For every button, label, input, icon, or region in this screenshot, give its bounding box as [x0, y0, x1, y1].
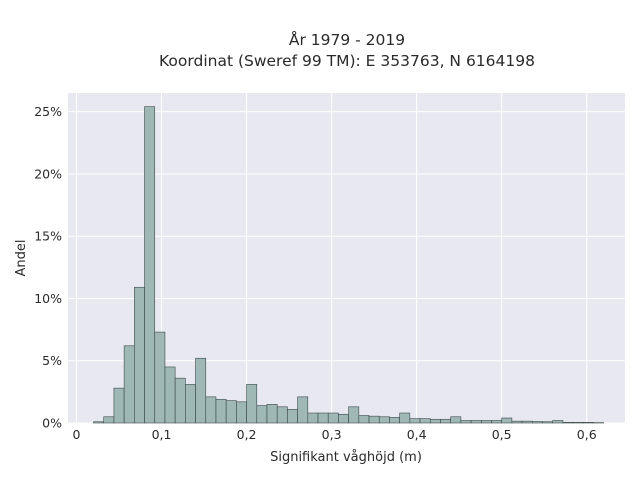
histogram-bar: [103, 416, 115, 424]
y-tick-label: 25%: [34, 104, 62, 119]
histogram-bar: [348, 406, 360, 424]
histogram-bar: [552, 420, 564, 424]
x-tick-label: 0,3: [322, 427, 342, 442]
histogram-bar: [429, 418, 441, 424]
histogram-bar: [266, 404, 278, 424]
histogram-bar: [562, 422, 574, 424]
y-tick-label: 15%: [34, 229, 62, 244]
histogram-bar: [419, 418, 431, 424]
histogram-bar: [450, 416, 462, 424]
histogram-bar: [185, 384, 196, 424]
grid-lines: [68, 93, 625, 424]
histogram-bar: [246, 384, 258, 424]
histogram-bar: [501, 417, 513, 424]
histogram-bar: [317, 412, 329, 424]
histogram-bar: [511, 420, 523, 424]
histogram-bar: [327, 412, 339, 424]
x-tick-label: 0,5: [492, 427, 512, 442]
x-tick-label: 0,4: [407, 427, 427, 442]
histogram-bar: [164, 366, 176, 424]
histogram-bar: [195, 357, 207, 424]
histogram-bar: [409, 418, 421, 424]
histogram-bar: [480, 420, 492, 424]
y-tick-label: 5%: [42, 353, 62, 368]
histogram-bar: [389, 417, 400, 424]
histogram-bar: [440, 418, 451, 424]
histogram-bar: [378, 416, 390, 424]
x-tick-label: 0,2: [237, 427, 257, 442]
histogram-bar: [470, 420, 482, 424]
histogram-bar: [307, 412, 319, 424]
histogram-bar: [215, 399, 227, 424]
histogram-bar: [113, 387, 125, 424]
y-axis-ticks: 0% 5% 10% 15% 20% 25%: [34, 104, 62, 430]
histogram-bar: [521, 420, 533, 424]
histogram-bar: [572, 422, 584, 424]
x-tick-label: 0,6: [577, 427, 597, 442]
x-axis-ticks: 0 0,1 0,2 0,3 0,4 0,5 0,6: [73, 427, 597, 442]
x-tick-label: 0: [73, 427, 81, 442]
histogram-bar: [93, 421, 105, 424]
histogram-bar: [174, 377, 186, 424]
histogram-bar: [225, 400, 237, 424]
histogram-bar: [532, 421, 543, 424]
histogram-bar: [123, 345, 135, 424]
chart-title-line-1: År 1979 - 2019: [289, 30, 405, 49]
histogram-bar: [256, 405, 268, 424]
histogram-bar: [205, 396, 217, 424]
histogram-bar: [358, 415, 370, 424]
histogram-bar: [491, 420, 502, 424]
histogram-bar: [154, 331, 166, 424]
y-tick-label: 10%: [34, 291, 62, 306]
y-tick-label: 20%: [34, 166, 62, 181]
histogram-bars: [93, 106, 605, 424]
histogram-bar: [583, 422, 594, 424]
histogram-bar: [287, 409, 298, 424]
histogram-bar: [542, 421, 554, 424]
x-axis-title: Signifikant våghöjd (m): [270, 450, 422, 465]
histogram-bar: [276, 406, 288, 424]
histogram-bar: [338, 413, 349, 424]
histogram-bar: [134, 286, 145, 424]
y-axis-title: Andel: [14, 240, 29, 277]
histogram-bar: [144, 106, 156, 424]
histogram-bar: [368, 415, 380, 424]
histogram-bar: [297, 396, 309, 424]
x-tick-label: 0,1: [152, 427, 172, 442]
histogram-bar: [399, 412, 411, 424]
histogram-bar: [236, 401, 247, 424]
chart-title-line-2: Koordinat (Sweref 99 TM): E 353763, N 61…: [159, 52, 535, 70]
histogram-bar: [460, 420, 472, 424]
y-tick-label: 0%: [42, 416, 62, 431]
